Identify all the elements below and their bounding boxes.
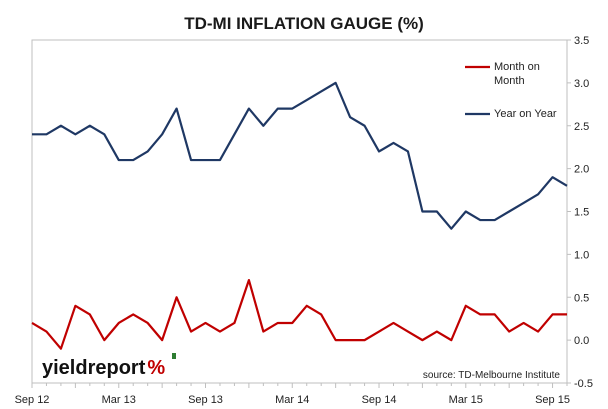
y-tick-label: 1.5 bbox=[574, 207, 589, 219]
legend: Month on Month Year on Year bbox=[465, 61, 557, 120]
yieldreport-logo: yieldreport% bbox=[42, 353, 176, 379]
y-tick-label: 2.5 bbox=[574, 121, 589, 133]
y-axis-ticks: -0.5 0.0 0.5 1.0 1.5 2.0 2.5 3.0 3.5 bbox=[567, 35, 593, 390]
x-tick-label: Sep 12 bbox=[15, 394, 50, 406]
series-line-year-on-year bbox=[32, 81, 568, 230]
x-tick-label: Sep 15 bbox=[535, 394, 570, 406]
source-annotation: source: TD-Melbourne Institute bbox=[423, 370, 561, 381]
y-tick-label: 1.0 bbox=[574, 249, 589, 261]
y-tick-label: -0.5 bbox=[574, 378, 593, 390]
x-tick-label: Mar 15 bbox=[449, 394, 483, 406]
y-tick-label: 3.0 bbox=[574, 78, 589, 90]
x-tick-label: Sep 13 bbox=[188, 394, 223, 406]
logo-wordmark: yieldreport% bbox=[42, 357, 165, 379]
y-tick-label: 0.0 bbox=[574, 335, 589, 347]
x-tick-label: Sep 14 bbox=[362, 394, 397, 406]
series-lines bbox=[31, 81, 568, 350]
legend-label-year-on-year: Year on Year bbox=[494, 108, 557, 120]
x-tick-label: Mar 14 bbox=[275, 394, 309, 406]
legend-label-month-on-month: Month on Month bbox=[494, 61, 540, 87]
chart-title: TD-MI INFLATION GAUGE (%) bbox=[184, 14, 424, 33]
y-tick-label: 3.5 bbox=[574, 35, 589, 47]
series-line-month-on-month bbox=[31, 279, 567, 350]
x-axis-ticks: Sep 12 Mar 13 Sep 13 Mar 14 Sep 14 Mar 15 Sep … bbox=[15, 383, 570, 406]
logo-accent-mark bbox=[172, 353, 176, 359]
x-tick-label: Mar 13 bbox=[102, 394, 136, 406]
y-tick-label: 2.0 bbox=[574, 164, 589, 176]
y-tick-label: 0.5 bbox=[574, 292, 589, 304]
